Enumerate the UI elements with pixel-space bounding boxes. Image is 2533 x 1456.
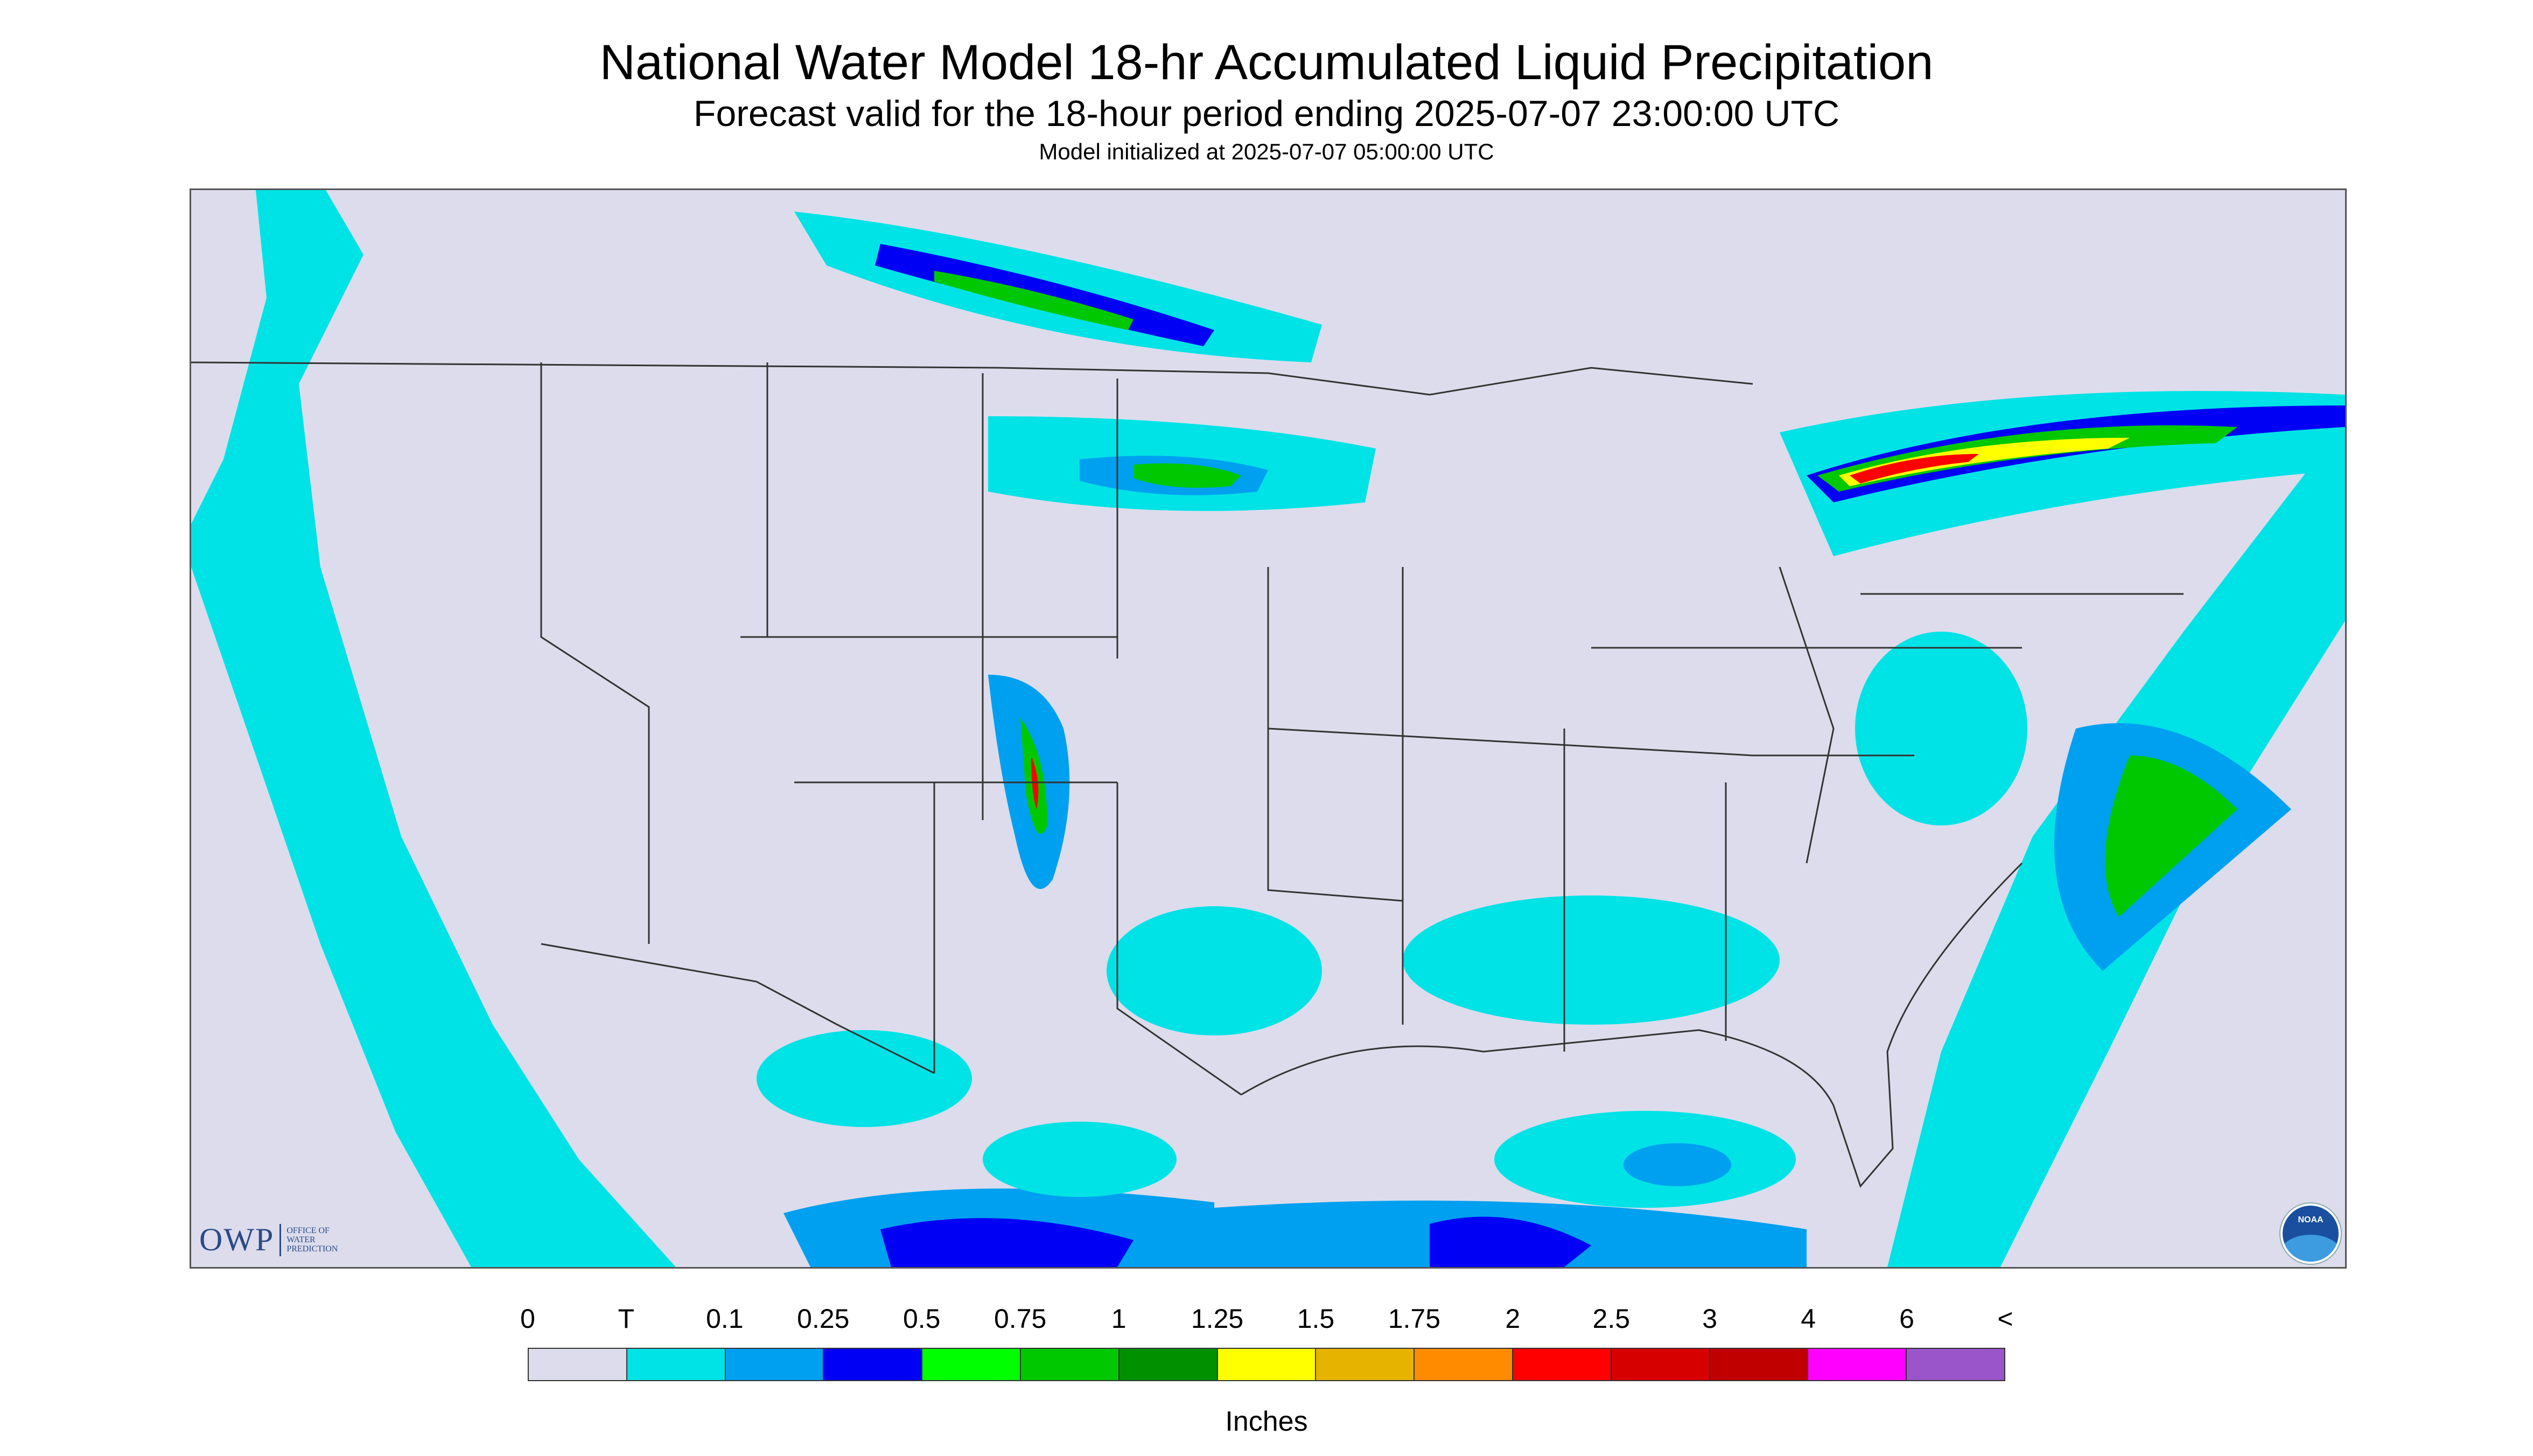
legend-tick-label: T xyxy=(618,1304,635,1334)
legend-tick-label: < xyxy=(1997,1304,2013,1334)
legend-swatch xyxy=(725,1349,824,1380)
legend-tick-label: 0.75 xyxy=(993,1304,1047,1334)
legend-swatch xyxy=(1808,1349,1907,1380)
legend-tick-label: 1.5 xyxy=(1297,1304,1335,1334)
legend-swatch xyxy=(1415,1349,1513,1380)
legend-tick-label: 1 xyxy=(1111,1304,1126,1334)
legend-swatch xyxy=(1513,1349,1612,1380)
owp-logo-divider xyxy=(279,1223,282,1256)
legend-tick-label: 2 xyxy=(1505,1304,1521,1334)
legend-tick-label: 1.75 xyxy=(1388,1304,1441,1334)
legend-tick-label: 0 xyxy=(520,1304,535,1334)
legend-units: Inches xyxy=(1225,1406,1308,1437)
legend-swatch xyxy=(922,1349,1021,1380)
owp-logo-subtext: OFFICE OF WATER PREDICTION xyxy=(286,1226,338,1254)
owp-subtext-line: OFFICE OF xyxy=(286,1226,330,1235)
legend-swatch xyxy=(1316,1349,1415,1380)
legend-swatch xyxy=(1611,1349,1710,1380)
legend-tick-label: 1.25 xyxy=(1191,1304,1244,1334)
precipitation-map[interactable] xyxy=(190,188,2347,1269)
boundary-lines xyxy=(191,361,2184,1096)
map-title: National Water Model 18-hr Accumulated L… xyxy=(599,35,1934,90)
map-subtitle: Forecast valid for the 18-hour period en… xyxy=(693,93,1840,134)
legend-tick-label: 0.25 xyxy=(797,1304,850,1334)
owp-subtext-line: PREDICTION xyxy=(286,1244,338,1254)
legend-tick-label: 2.5 xyxy=(1592,1304,1631,1334)
legend-tick-label: 3 xyxy=(1702,1304,1718,1334)
legend-swatch xyxy=(1217,1349,1317,1380)
legend-swatch xyxy=(529,1349,627,1380)
legend-swatch xyxy=(824,1349,923,1380)
legend-tick-label: 6 xyxy=(1899,1304,1914,1334)
owp-subtext-line: WATER xyxy=(286,1235,316,1244)
owp-logo-text: OWP xyxy=(199,1222,275,1257)
owp-logo: OWP OFFICE OF WATER PREDICTION xyxy=(199,1221,338,1258)
legend-swatch xyxy=(627,1349,726,1380)
map-canvas xyxy=(191,190,2345,1267)
legend-tick-label: 4 xyxy=(1801,1304,1816,1334)
noaa-logo-text: NOAA xyxy=(2298,1215,2324,1224)
legend-tick-labels: 0 T 0.1 0.25 0.5 0.75 1 1.25 1.5 1.75 2 2.5 3 4 6 < xyxy=(520,1303,2013,1335)
legend-swatch xyxy=(1119,1349,1218,1380)
legend-swatch xyxy=(1907,1349,2004,1380)
model-init-text: Model initialized at 2025-07-07 05:00:00… xyxy=(1039,139,1494,164)
legend-tick-label: 0.1 xyxy=(706,1304,744,1334)
color-legend xyxy=(528,1348,2005,1381)
gulf-coastline xyxy=(1241,862,2023,1188)
noaa-logo-icon: NOAA xyxy=(2280,1203,2341,1264)
legend-swatch xyxy=(1020,1349,1119,1380)
legend-swatch xyxy=(1710,1349,1809,1380)
legend-tick-label: 0.5 xyxy=(902,1304,941,1334)
